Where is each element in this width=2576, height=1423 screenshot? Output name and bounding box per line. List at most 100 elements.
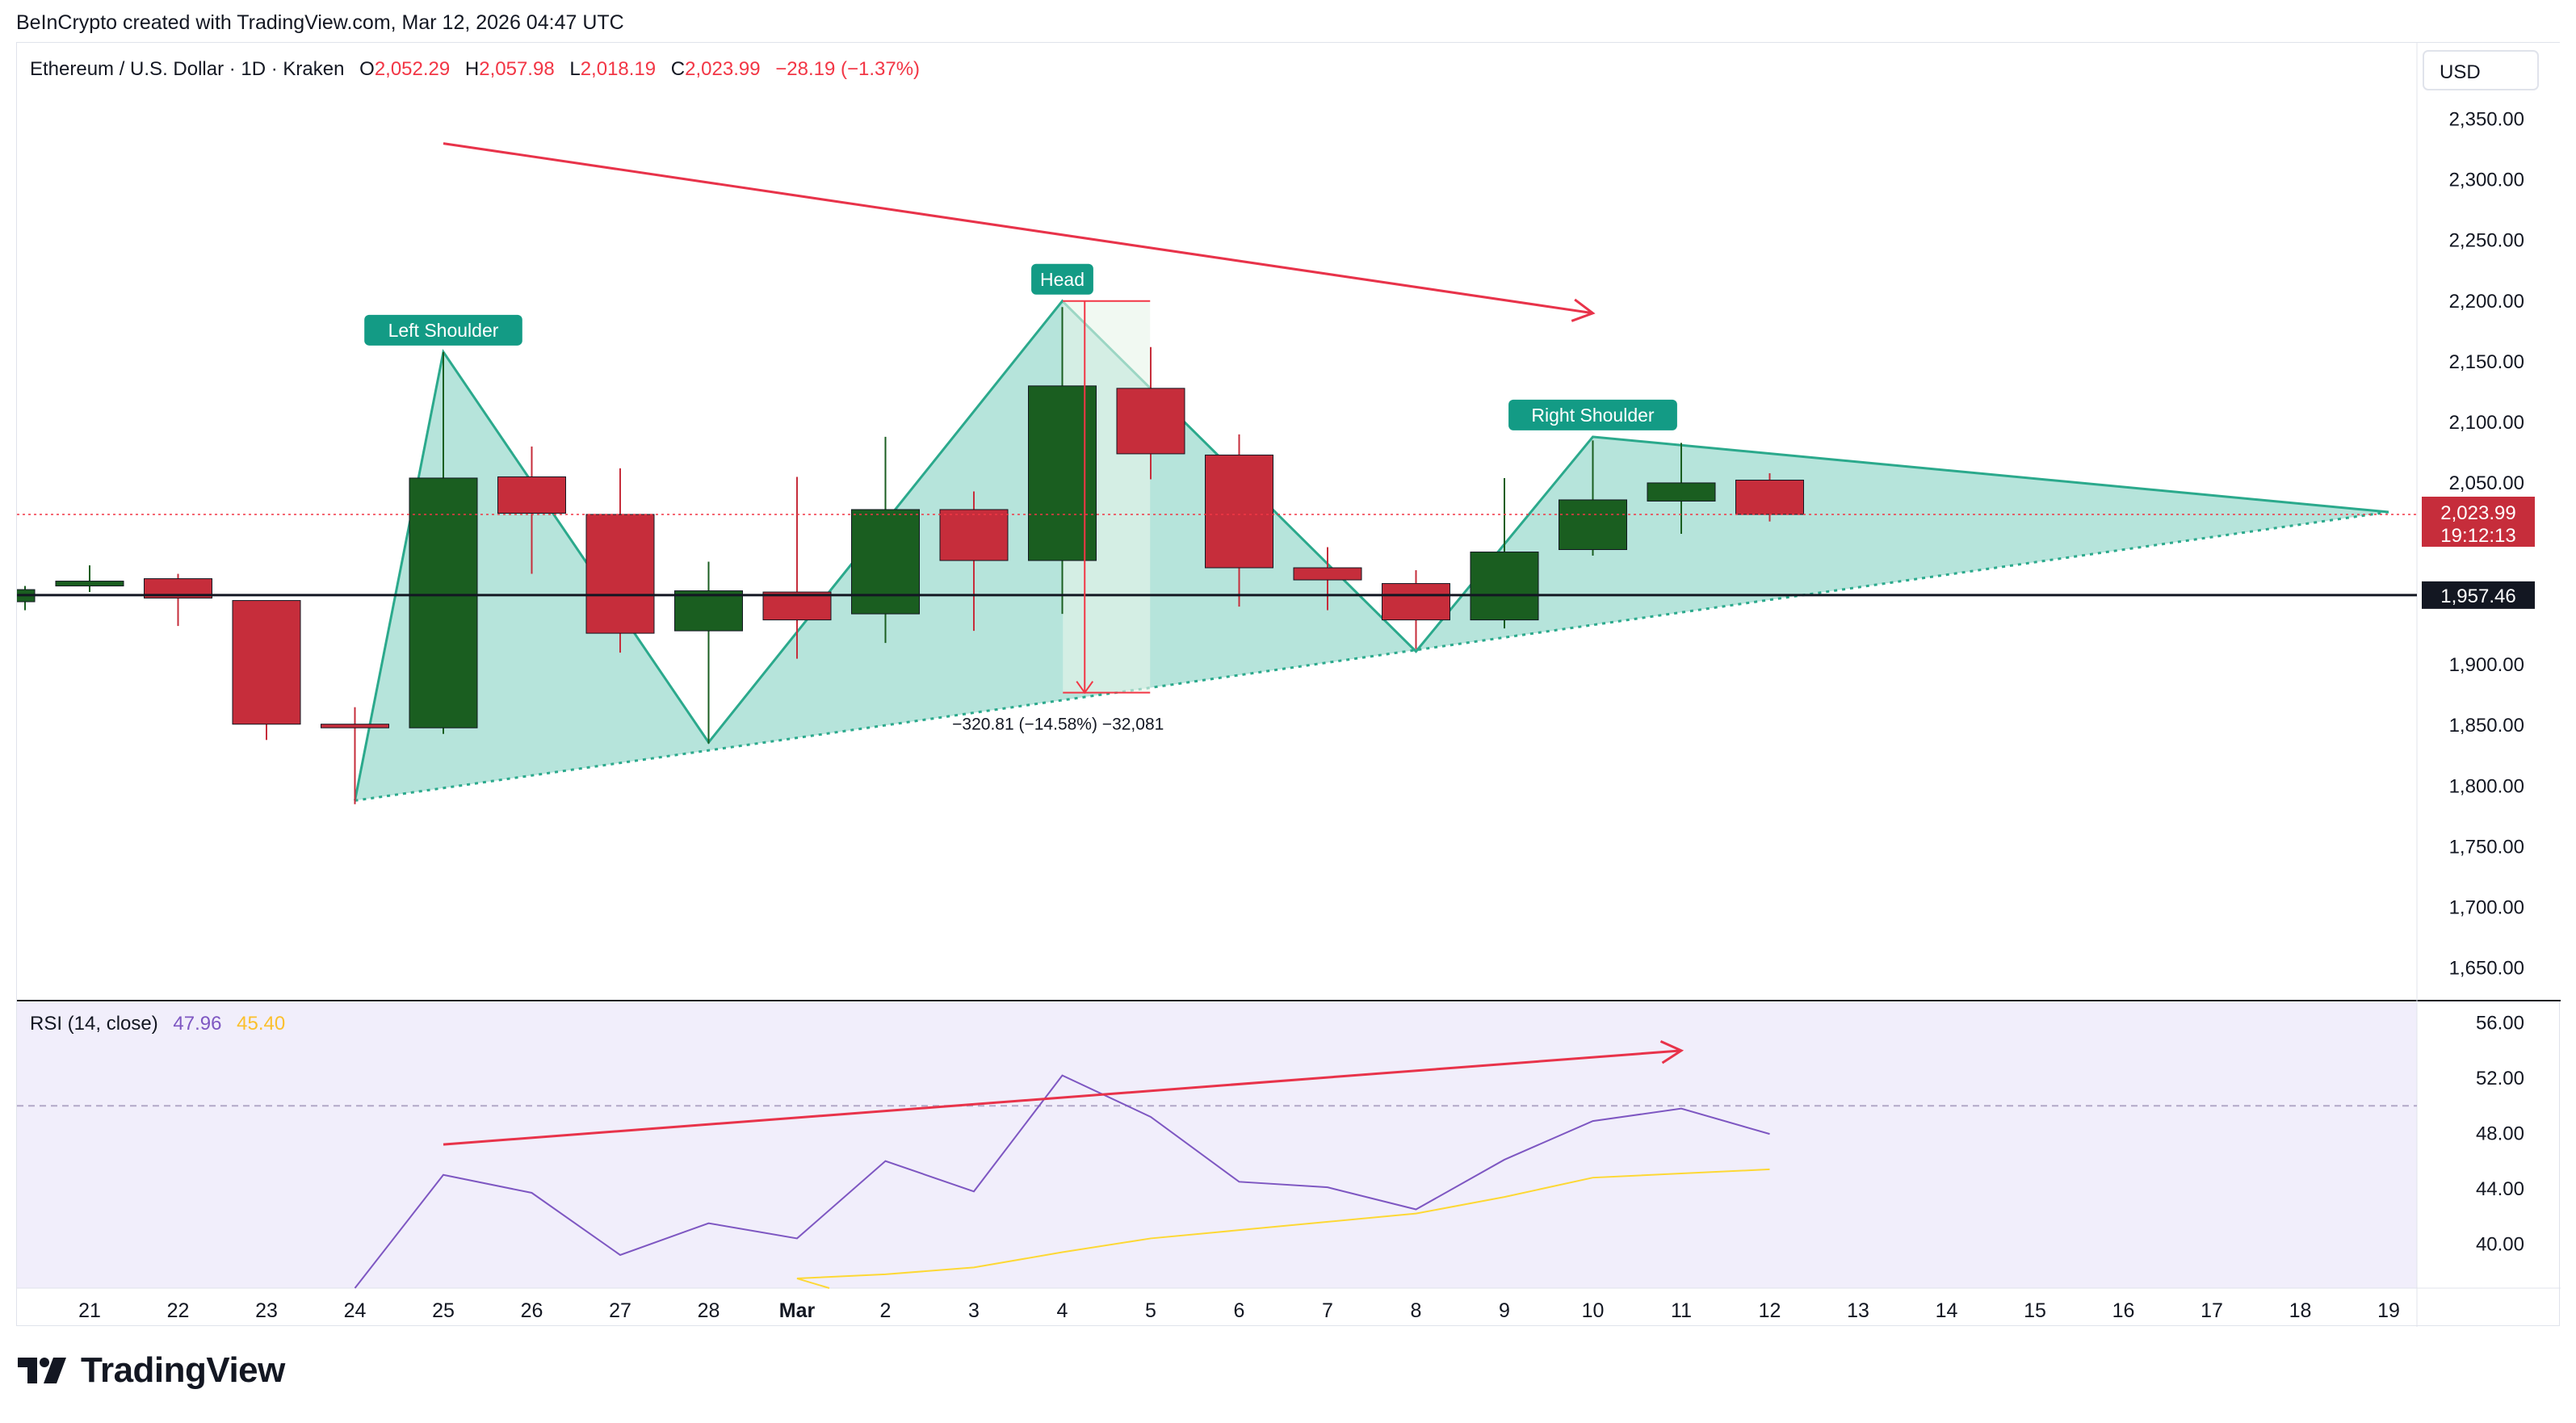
candle — [851, 436, 920, 644]
candle-body — [1205, 454, 1273, 569]
rsi-tick-label: 44.00 — [2476, 1178, 2524, 1200]
candle — [1735, 472, 1804, 522]
candle — [1205, 434, 1273, 607]
chart-credit: BeInCrypto created with TradingView.com,… — [16, 11, 624, 34]
head-label-bg — [1031, 263, 1093, 295]
candle — [321, 707, 389, 804]
price-tick-label: 2,350.00 — [2449, 109, 2524, 131]
rsi-ma-line — [796, 1168, 1770, 1289]
time-tick-label: 15 — [2024, 1299, 2046, 1322]
chart-canvas[interactable]: −320.81 (−14.58%) −32,081 Left Shoulder He… — [17, 43, 2561, 1327]
time-tick-label: 24 — [344, 1299, 367, 1322]
price-tick-label: 2,250.00 — [2449, 230, 2524, 252]
support-price-tag — [2422, 581, 2535, 609]
pattern-neckline — [355, 510, 2389, 802]
price-tick-label: 2,200.00 — [2449, 291, 2524, 313]
candle — [55, 565, 124, 593]
time-tick-label: 18 — [2289, 1299, 2312, 1322]
rsi-tick-label: 52.00 — [2476, 1068, 2524, 1089]
price-tick-label: 2,150.00 — [2449, 351, 2524, 373]
time-tick-label: 19 — [2377, 1299, 2400, 1322]
axes: 2,400.002,350.002,300.002,250.002,200.00… — [78, 48, 2524, 1322]
candle-body — [1559, 499, 1627, 551]
candle-body — [1293, 567, 1362, 581]
candle-body — [762, 591, 832, 621]
time-tick-label: 27 — [609, 1299, 631, 1322]
candle — [762, 476, 832, 659]
candle — [497, 446, 566, 574]
rsi-series — [17, 1039, 2417, 1289]
price-trend-arrow — [443, 142, 1593, 315]
time-tick-label: 13 — [1847, 1299, 1869, 1322]
candle-body — [1647, 482, 1716, 502]
rsi-pane[interactable] — [17, 1002, 2417, 1288]
time-tick-label: 3 — [968, 1299, 980, 1322]
time-tick-label: 22 — [167, 1299, 190, 1322]
price-trend-arrowhead — [1571, 298, 1596, 322]
chart-overlays: −320.81 (−14.58%) −32,081 Left Shoulder He… — [17, 142, 2535, 734]
candle — [939, 491, 1009, 632]
time-tick-label: 25 — [432, 1299, 455, 1322]
candle-body — [321, 724, 389, 728]
candle-body — [939, 509, 1009, 561]
time-tick-label: 6 — [1234, 1299, 1245, 1322]
tradingview-logo: TradingView — [18, 1350, 285, 1391]
rsi-trend-arrow — [443, 1049, 1682, 1146]
candle — [585, 468, 655, 653]
low-value: 2,018.19 — [581, 58, 656, 80]
candle-body — [409, 477, 478, 728]
last-price-tag — [2422, 496, 2535, 547]
time-tick-label: 21 — [78, 1299, 101, 1322]
head-label: Head — [1040, 269, 1085, 290]
brand-name: TradingView — [81, 1350, 285, 1390]
time-tick-label: 17 — [2201, 1299, 2223, 1322]
price-tick-label: 1,800.00 — [2449, 775, 2524, 797]
currency-button[interactable] — [2423, 50, 2539, 90]
measure-label: −320.81 (−14.58%) −32,081 — [952, 716, 1164, 734]
time-tick-label: 7 — [1322, 1299, 1333, 1322]
chart-frame: −320.81 (−14.58%) −32,081 Left Shoulder He… — [16, 42, 2561, 1327]
candle — [1382, 570, 1450, 649]
left-shoulder-label-bg — [364, 314, 522, 346]
time-tick-label: 16 — [2112, 1299, 2135, 1322]
candlestick-series — [17, 307, 1804, 804]
candle — [232, 600, 301, 741]
price-tick-label: 2,300.00 — [2449, 170, 2524, 191]
last-price-tag-value: 2,023.99 — [2440, 502, 2515, 524]
price-tick-label: 1,900.00 — [2449, 654, 2524, 676]
candle — [1293, 547, 1362, 611]
candle-body — [1116, 388, 1185, 455]
left-shoulder-label: Left Shoulder — [388, 320, 499, 341]
time-tick-label: 5 — [1145, 1299, 1156, 1322]
time-tick-label: 10 — [1582, 1299, 1605, 1322]
time-tick-label: Mar — [779, 1299, 816, 1322]
right-shoulder-label: Right Shoulder — [1531, 405, 1654, 426]
time-tick-label: 2 — [880, 1299, 892, 1322]
candle-body — [1028, 385, 1097, 561]
rsi-ma-value: 45.40 — [237, 1013, 285, 1035]
candle — [1470, 477, 1539, 629]
tradingview-logo-icon — [18, 1358, 66, 1383]
countdown-tag-value: 19:12:13 — [2440, 525, 2515, 547]
candle-body — [497, 476, 566, 514]
rsi-value: 47.96 — [173, 1013, 221, 1035]
time-tick-label: 9 — [1499, 1299, 1510, 1322]
time-tick-label: 26 — [521, 1299, 543, 1322]
rsi-line — [354, 1074, 1770, 1289]
price-tick-label: 1,750.00 — [2449, 836, 2524, 858]
right-shoulder-label-bg — [1508, 399, 1677, 430]
price-tick-label: 1,650.00 — [2449, 957, 2524, 979]
measure-arrowhead — [1076, 681, 1094, 695]
time-tick-label: 28 — [698, 1299, 720, 1322]
candle — [1647, 443, 1716, 535]
price-tick-label: 1,850.00 — [2449, 715, 2524, 737]
candle-body — [585, 514, 655, 634]
rsi-legend[interactable]: RSI (14, close) 47.96 45.40 — [30, 1013, 285, 1035]
rsi-tick-label: 56.00 — [2476, 1013, 2524, 1035]
symbol-legend[interactable]: Ethereum / U.S. Dollar · 1D · Kraken O2,… — [30, 58, 920, 80]
candle-body — [232, 600, 301, 725]
candle — [674, 561, 743, 744]
candle — [1116, 346, 1185, 480]
time-tick-label: 8 — [1411, 1299, 1422, 1322]
time-tick-label: 14 — [1936, 1299, 1958, 1322]
